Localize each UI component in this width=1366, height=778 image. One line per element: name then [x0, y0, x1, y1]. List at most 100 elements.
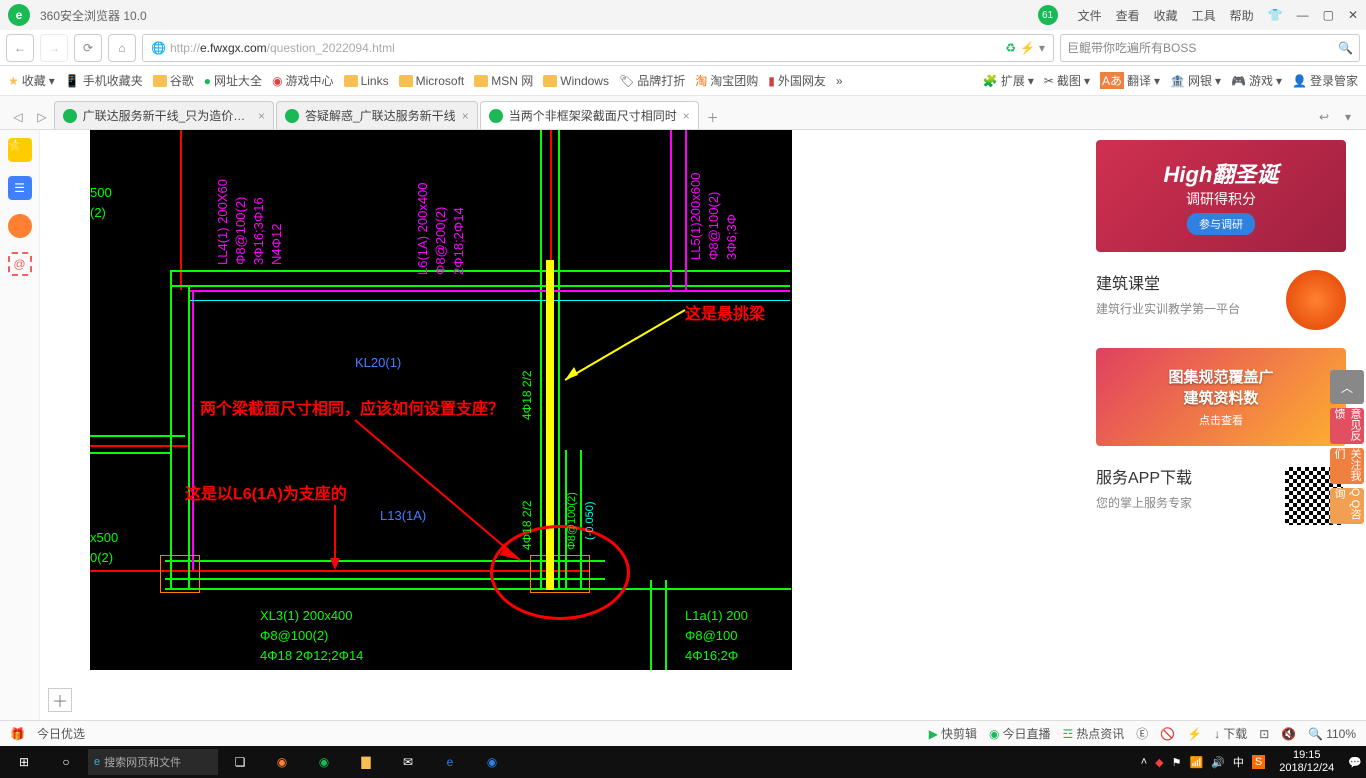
- tb-app-3[interactable]: ◉: [472, 747, 512, 777]
- qq-button[interactable]: Q Q咨询: [1330, 488, 1364, 524]
- bm-links[interactable]: Links: [344, 74, 389, 88]
- promo-docs[interactable]: 图集规范覆盖广 建筑资料数 点击查看: [1096, 348, 1346, 446]
- favicon-icon: [489, 109, 503, 123]
- translate-button[interactable]: Aあ翻译 ▾: [1100, 72, 1160, 89]
- scroll-top-button[interactable]: ︿: [1330, 370, 1364, 404]
- tab-list-icon[interactable]: ▾: [1336, 105, 1360, 129]
- tab-close-icon[interactable]: ×: [462, 109, 469, 123]
- notification-badge[interactable]: 61: [1038, 5, 1058, 25]
- tab-next-button[interactable]: ▷: [30, 105, 54, 129]
- tab-3[interactable]: 当两个非框架梁截面尺寸相同时×: [480, 101, 699, 129]
- reload-button[interactable]: ⟳: [74, 34, 102, 62]
- promo-christmas[interactable]: High翻圣诞 调研得积分 参与调研: [1096, 140, 1346, 252]
- screenshot-button[interactable]: ✂截图 ▾: [1044, 72, 1090, 89]
- menu-help[interactable]: 帮助: [1230, 7, 1254, 24]
- speed-icon[interactable]: ⚡: [1187, 727, 1202, 741]
- tb-app-1[interactable]: ◉: [262, 747, 302, 777]
- url-path: /question_2022094.html: [267, 41, 395, 55]
- task-view-button[interactable]: ❏: [220, 747, 260, 777]
- maximize-icon[interactable]: ▢: [1323, 8, 1334, 22]
- dock-mail-icon[interactable]: @: [8, 252, 32, 276]
- gift-icon[interactable]: 🎁: [10, 727, 25, 741]
- site-info-icon[interactable]: 🌐: [151, 41, 166, 55]
- feedback-button[interactable]: 意见反馈: [1330, 408, 1364, 444]
- tray-up-icon[interactable]: ˄: [1141, 756, 1147, 768]
- tray-icon[interactable]: ⚑: [1172, 756, 1182, 769]
- download-button[interactable]: ↓下载: [1214, 725, 1247, 742]
- dock-weibo-icon[interactable]: [8, 214, 32, 238]
- bm-win[interactable]: Windows: [543, 74, 609, 88]
- dropdown-icon[interactable]: ▾: [1039, 41, 1045, 55]
- today-picks[interactable]: 今日优选: [37, 725, 85, 742]
- tab-2[interactable]: 答疑解惑_广联达服务新干线×: [276, 101, 478, 129]
- block-icon[interactable]: 🚫: [1160, 727, 1175, 741]
- tray-icon[interactable]: ◆: [1155, 756, 1163, 769]
- folder-icon: [474, 75, 488, 87]
- restore-tab-icon[interactable]: ↩: [1312, 105, 1336, 129]
- tb-app-2[interactable]: ◉: [304, 747, 344, 777]
- tb-mail[interactable]: ✉: [388, 747, 428, 777]
- home-button[interactable]: ⌂: [108, 34, 136, 62]
- promo2-link[interactable]: 点击查看: [1199, 412, 1243, 428]
- follow-button[interactable]: 关注我们: [1330, 448, 1364, 484]
- bm-brand[interactable]: 🏷品牌打折: [619, 72, 685, 89]
- skin-icon[interactable]: 👕: [1268, 8, 1283, 22]
- start-button[interactable]: ⊞: [4, 747, 44, 777]
- tab-close-icon[interactable]: ×: [258, 109, 265, 123]
- mute-icon[interactable]: 🔇: [1281, 727, 1296, 741]
- back-button[interactable]: ←: [6, 34, 34, 62]
- tab-close-icon[interactable]: ×: [683, 109, 690, 123]
- bm-google[interactable]: 谷歌: [153, 72, 194, 89]
- tb-explorer[interactable]: ▇: [346, 747, 386, 777]
- tab-1[interactable]: 广联达服务新干线_只为造价从业×: [54, 101, 274, 129]
- card-classroom[interactable]: 建筑课堂 建筑行业实训教学第一平台: [1096, 270, 1346, 330]
- url-input[interactable]: 🌐 http:// e.fwxgx.com /question_2022094.…: [142, 34, 1054, 62]
- close-icon[interactable]: ✕: [1348, 8, 1358, 22]
- pip-icon[interactable]: ⊡: [1259, 727, 1269, 741]
- search-icon[interactable]: 🔍: [1338, 41, 1353, 55]
- tab-prev-button[interactable]: ◁: [6, 105, 30, 129]
- fav-button[interactable]: ★收藏 ▾: [8, 72, 55, 89]
- search-input[interactable]: 巨鲲带你吃遍所有BOSS 🔍: [1060, 34, 1360, 62]
- quick-clip-button[interactable]: ▶快剪辑: [929, 725, 977, 742]
- ext-button[interactable]: 🧩扩展 ▾: [983, 72, 1034, 89]
- card-app-download[interactable]: 服务APP下载 您的掌上服务专家: [1096, 464, 1346, 528]
- bm-mobile[interactable]: 📱手机收藏夹: [65, 72, 143, 89]
- bm-more-icon[interactable]: »: [836, 74, 843, 88]
- news-button[interactable]: ☲热点资讯: [1063, 725, 1125, 742]
- bm-ms[interactable]: Microsoft: [399, 74, 465, 88]
- cad-viewport[interactable]: 两个梁截面尺寸相同，应该如何设置支座？ 这是悬挑梁 这是以L6(1A)为支座的 …: [40, 130, 1086, 720]
- bm-taobao[interactable]: 淘淘宝团购: [695, 72, 758, 89]
- menu-file[interactable]: 文件: [1078, 7, 1102, 24]
- login-mgr-button[interactable]: 👤登录管家: [1292, 72, 1358, 89]
- add-panel-button[interactable]: ＋: [48, 688, 72, 712]
- flash-icon[interactable]: ⚡: [1020, 41, 1035, 55]
- volume-icon[interactable]: 🔊: [1211, 756, 1225, 769]
- taskbar-search[interactable]: e搜索网页和文件: [88, 749, 218, 775]
- zoom-display[interactable]: 🔍110%: [1308, 727, 1356, 741]
- bank-button[interactable]: 🏦网银 ▾: [1170, 72, 1221, 89]
- cortana-button[interactable]: ○: [46, 747, 86, 777]
- promo-cta-button[interactable]: 参与调研: [1187, 213, 1255, 235]
- bm-msn[interactable]: MSN 网: [474, 72, 533, 89]
- label-ll4-1: LL4(1) 200X60: [215, 130, 230, 265]
- new-tab-button[interactable]: ＋: [701, 105, 725, 129]
- forward-button[interactable]: →: [40, 34, 68, 62]
- ime-badge[interactable]: S: [1252, 755, 1265, 769]
- wifi-icon[interactable]: 📶: [1189, 756, 1203, 769]
- games-button[interactable]: 🎮游戏 ▾: [1231, 72, 1282, 89]
- bm-foreign[interactable]: ▮外国网友: [768, 72, 826, 89]
- action-center-icon[interactable]: 💬: [1348, 756, 1362, 769]
- live-button[interactable]: ◉今日直播: [989, 725, 1051, 742]
- menu-fav[interactable]: 收藏: [1154, 7, 1178, 24]
- refresh-eco-icon[interactable]: ♻: [1005, 41, 1016, 55]
- taskbar-clock[interactable]: 19:15 2018/12/24: [1273, 749, 1340, 775]
- bm-sites[interactable]: ●网址大全: [204, 72, 262, 89]
- menu-tools[interactable]: 工具: [1192, 7, 1216, 24]
- minimize-icon[interactable]: —: [1297, 8, 1309, 22]
- tb-edge[interactable]: e: [430, 747, 470, 777]
- bm-games[interactable]: ◉游戏中心: [272, 72, 334, 89]
- menu-view[interactable]: 查看: [1116, 7, 1140, 24]
- dock-news-icon[interactable]: ☰: [8, 176, 32, 200]
- dock-fav-icon[interactable]: ⭐: [8, 138, 32, 162]
